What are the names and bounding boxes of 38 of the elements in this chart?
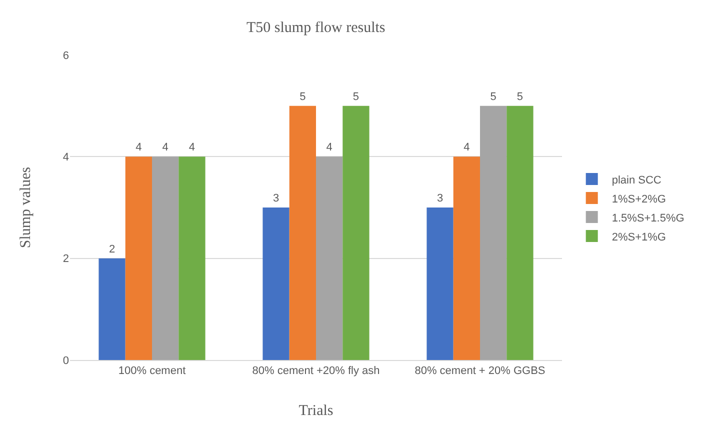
data-label: 4: [326, 142, 332, 154]
chart-title: T50 slump flow results: [246, 20, 386, 36]
x-tick-label: 100% cement: [118, 365, 186, 378]
data-label: 5: [516, 90, 524, 103]
legend-label: plain SCC: [612, 174, 662, 186]
bar: [178, 156, 206, 360]
legend-label: 1.5%S+1.5%G: [612, 212, 684, 224]
bar: [289, 106, 316, 360]
x-tick-label: 80% cement +20% fly ash: [252, 365, 380, 378]
bar: [453, 156, 480, 360]
bar: [506, 106, 534, 360]
legend-label: 1%S+2%G: [612, 193, 666, 206]
y-tick-label: 2: [62, 253, 69, 266]
data-label: 4: [464, 142, 470, 154]
bar: [98, 258, 126, 360]
data-label: 5: [300, 90, 306, 103]
bar: [426, 208, 454, 360]
bar: [152, 156, 179, 360]
data-label: 4: [162, 142, 168, 154]
data-label: 4: [188, 142, 196, 154]
y-axis-title: Slump values: [18, 166, 34, 248]
y-tick-label: 0: [62, 354, 69, 367]
y-tick-label: 4: [62, 152, 69, 164]
data-label: 5: [490, 90, 496, 103]
bar: [316, 156, 343, 360]
bar: [342, 106, 370, 360]
legend-label: 2%S+1%G: [612, 231, 666, 244]
y-tick-label: 6: [62, 50, 69, 62]
data-label: 3: [272, 192, 280, 204]
data-label: 3: [436, 192, 444, 204]
bar: [262, 208, 290, 360]
data-label: 4: [136, 142, 142, 154]
x-tick-label: 80% cement + 20% GGBS: [414, 365, 546, 378]
data-label: 2: [108, 243, 116, 256]
data-label: 5: [352, 90, 360, 103]
bar: [125, 156, 152, 360]
x-axis-title: Trials: [298, 403, 334, 419]
bar: [480, 106, 507, 360]
